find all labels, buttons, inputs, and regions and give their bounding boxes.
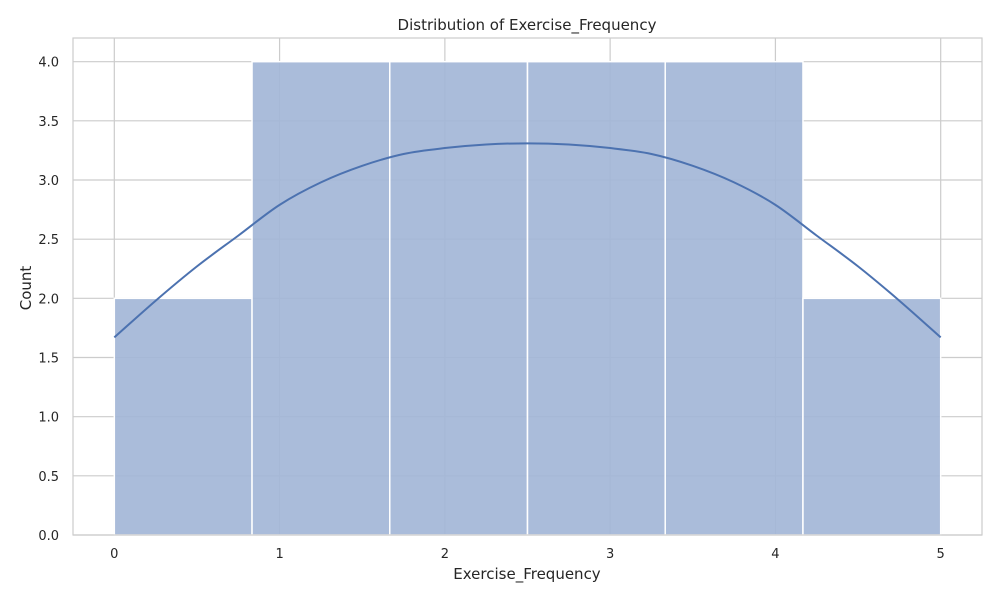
y-tick-label: 4.0: [38, 56, 59, 71]
y-tick-label: 1.5: [38, 352, 59, 367]
x-axis-label: Exercise_Frequency: [453, 565, 601, 584]
histogram-bar: [251, 60, 391, 536]
y-axis-label: Count: [17, 266, 35, 311]
x-tick-label: 1: [275, 547, 283, 562]
histogram-bars: [113, 60, 942, 536]
histogram-bar: [802, 297, 942, 536]
x-tick-labels: 0 1 2 3 4 5: [110, 547, 945, 562]
chart-title: Distribution of Exercise_Frequency: [398, 16, 657, 35]
y-tick-label: 0.0: [38, 529, 59, 544]
y-tick-label: 2.5: [38, 233, 59, 248]
histogram-bar: [389, 60, 529, 536]
x-tick-label: 4: [771, 547, 779, 562]
y-tick-label: 3.0: [38, 174, 59, 189]
kde-curve-group: [113, 142, 942, 339]
kde-curve: [113, 142, 942, 339]
x-tick-label: 3: [606, 547, 614, 562]
y-tick-label: 0.5: [38, 470, 59, 485]
x-tick-label: 2: [441, 547, 449, 562]
x-tick-label: 0: [110, 547, 118, 562]
y-tick-label: 2.0: [38, 292, 59, 307]
y-tick-label: 1.0: [38, 411, 59, 426]
x-tick-label: 5: [937, 547, 945, 562]
y-tick-label: 3.5: [38, 115, 59, 130]
y-tick-labels: 0.0 0.5 1.0 1.5 2.0 2.5 3.0 3.5 4.0: [38, 56, 59, 544]
histogram-bar: [113, 297, 253, 536]
plot-frame: [72, 37, 983, 536]
histogram-bar: [526, 60, 666, 536]
histogram-bar: [664, 60, 804, 536]
